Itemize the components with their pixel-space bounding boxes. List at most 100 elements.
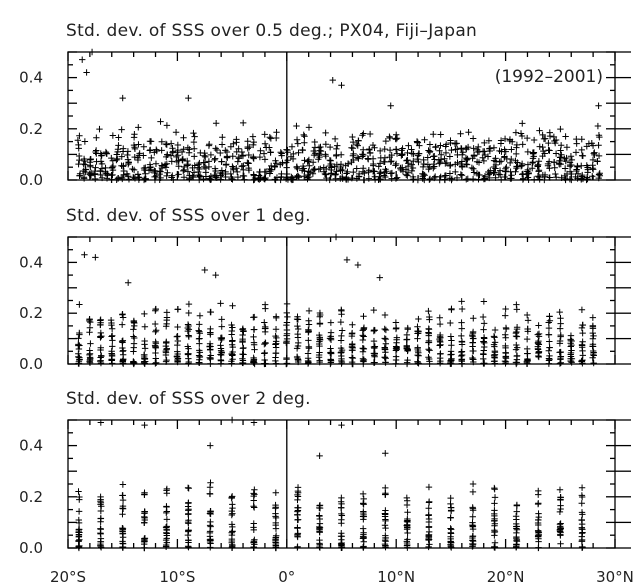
data-point [469, 135, 477, 142]
data-point [392, 146, 400, 153]
data-point [442, 149, 450, 157]
data-point [278, 152, 285, 159]
data-point [261, 301, 269, 308]
data-point [490, 157, 498, 164]
data-point [294, 313, 301, 320]
data-point [513, 341, 520, 349]
data-point [479, 148, 487, 155]
data-point [387, 170, 395, 177]
data-point [190, 173, 197, 181]
data-point [425, 483, 433, 491]
data-point [360, 313, 367, 320]
data-point [227, 170, 234, 178]
data-point [541, 150, 548, 157]
data-point [113, 151, 120, 158]
data-point [469, 335, 477, 342]
data-point [328, 170, 335, 177]
data-point [497, 158, 505, 165]
data-point [541, 176, 548, 184]
data-point [125, 160, 132, 168]
data-point [447, 161, 454, 169]
data-point [262, 360, 269, 367]
data-point [74, 137, 82, 144]
data-point [141, 337, 148, 345]
data-point [294, 493, 302, 500]
data-point [578, 306, 586, 313]
data-point [545, 324, 553, 332]
data-point [355, 173, 362, 180]
data-point [425, 339, 433, 346]
data-point [481, 172, 489, 180]
data-point [75, 508, 83, 515]
data-point [185, 499, 192, 506]
panel-2: Std. dev. of SSS over 1 deg. 0.0 0.2 0.4 [19, 206, 631, 373]
data-point [430, 164, 437, 172]
data-point [386, 133, 393, 140]
data-point [109, 162, 117, 170]
data-point [251, 536, 258, 543]
data-point [169, 145, 176, 152]
data-point [195, 327, 202, 334]
data-point [556, 308, 563, 316]
data-point [162, 524, 170, 531]
data-point [86, 317, 93, 325]
data-point [508, 146, 515, 153]
data-point [469, 523, 476, 530]
data-point [283, 146, 290, 153]
data-point [457, 130, 464, 137]
data-point [408, 167, 416, 175]
data-point [469, 488, 477, 496]
data-point [491, 507, 498, 514]
data-point [293, 164, 300, 171]
data-point [119, 481, 127, 488]
data-point [366, 146, 373, 154]
data-point [550, 133, 558, 141]
data-point [141, 536, 148, 544]
data-point [469, 513, 476, 520]
data-point [479, 313, 487, 321]
data-point [134, 154, 141, 161]
data-point [388, 157, 395, 165]
data-point [207, 360, 214, 367]
data-point [207, 508, 214, 515]
data-point [442, 160, 449, 167]
data-point [151, 320, 159, 328]
data-point [517, 130, 525, 137]
data-point [272, 360, 280, 367]
data-point [535, 322, 542, 329]
data-point [523, 134, 531, 142]
data-point [287, 175, 295, 183]
data-point [164, 169, 171, 176]
data-point [273, 128, 280, 136]
data-point [348, 354, 356, 361]
data-point [130, 326, 137, 333]
outlier-point [207, 442, 214, 449]
data-point [503, 164, 510, 171]
data-point [250, 326, 258, 333]
data-point [250, 497, 257, 504]
data-point [447, 357, 454, 364]
data-point [490, 169, 497, 177]
data-point [300, 165, 307, 172]
data-point [205, 163, 213, 171]
data-point [404, 149, 411, 157]
data-point [250, 538, 258, 545]
data-point [375, 163, 382, 170]
data-point [408, 150, 416, 157]
data-point [529, 159, 536, 167]
data-point [140, 164, 148, 172]
data-point [557, 147, 564, 154]
data-point [162, 164, 170, 171]
data-point [87, 318, 94, 326]
data-point [524, 148, 532, 156]
data-point [218, 141, 226, 148]
data-point [502, 148, 509, 155]
data-point [404, 326, 411, 333]
data-point [491, 169, 498, 176]
data-point [102, 164, 109, 172]
data-point [562, 133, 569, 140]
data-point [163, 122, 171, 129]
data-point [158, 164, 166, 172]
data-point [360, 333, 367, 340]
data-point [591, 151, 598, 159]
